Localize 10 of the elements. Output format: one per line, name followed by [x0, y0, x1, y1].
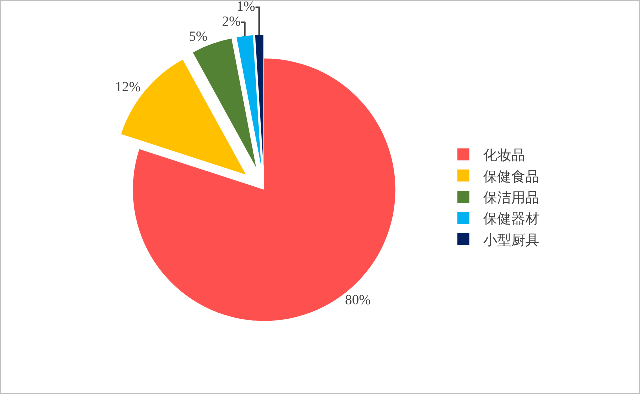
data-label: 12% [115, 80, 142, 96]
data-label: 2% [222, 15, 242, 30]
legend-label: 保洁用品 [484, 190, 540, 206]
data-label: 80% [345, 294, 372, 309]
legend-label: 保健食品 [484, 169, 540, 186]
legend-label: 小型厨具 [484, 232, 540, 249]
data-label: 5% [189, 30, 208, 46]
legend-label: 保健器材 [484, 212, 540, 228]
legend-label: 化妆品 [484, 148, 526, 164]
data-label: 1% [236, 0, 256, 16]
